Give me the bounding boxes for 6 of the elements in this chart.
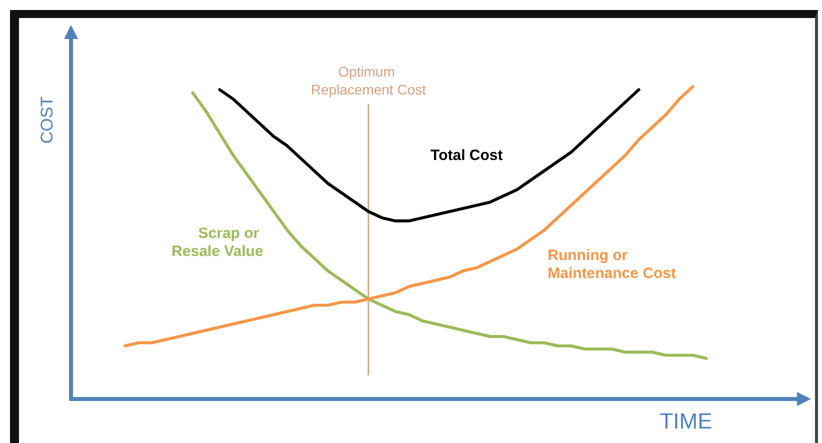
series-label: Running or Maintenance Cost — [548, 247, 676, 282]
y-axis-title: COST — [38, 96, 56, 144]
annotation: Optimum Replacement Cost — [310, 64, 426, 98]
series-label: Scrap or Resale Value — [172, 224, 264, 260]
x-axis-title: TIME — [660, 408, 712, 434]
series-label: Total Cost — [430, 147, 503, 164]
